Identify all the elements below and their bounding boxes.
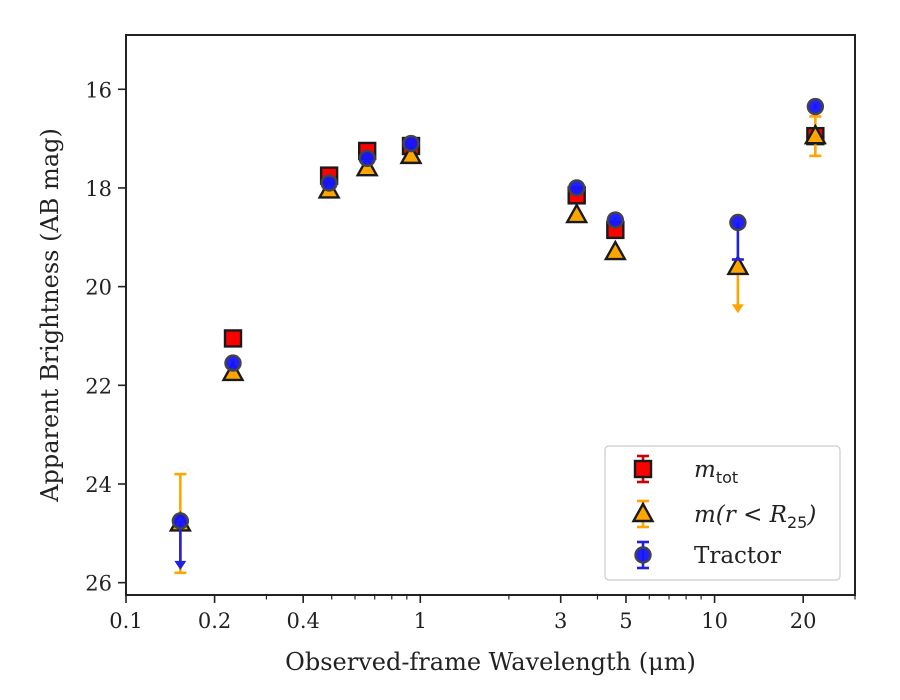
data-point — [224, 354, 242, 372]
legend-item-m-r-lt-r25: m(r < R25) — [631, 499, 816, 532]
legend-label-sub: 25 — [787, 513, 807, 532]
data-point — [565, 202, 589, 224]
x-tick-label: 10 — [701, 609, 728, 633]
legend-label-base: m — [694, 457, 716, 483]
y-tick-label: 24 — [85, 473, 112, 497]
y-tick-label: 18 — [85, 177, 112, 201]
x-tick-label: 1 — [414, 609, 427, 633]
x-tick-label: 0.4 — [286, 609, 319, 633]
legend-label: Tractor — [694, 543, 781, 569]
plot-frame — [125, 34, 856, 596]
legend-label-tail: ) — [806, 502, 816, 528]
legend-box — [604, 445, 841, 581]
axes: 0.1 0.2 0.4 1 3 5 10 20 16 18 20 22 24 26 — [85, 78, 856, 633]
y-tick-label: 16 — [85, 78, 112, 102]
data-point — [402, 134, 420, 153]
legend-label: mtot — [694, 457, 738, 487]
x-tick-label: 20 — [790, 609, 817, 633]
legend-label: m(r < R25) — [694, 502, 816, 532]
x-tick-label: 5 — [619, 609, 632, 633]
legend-marker — [634, 546, 652, 564]
data-point — [358, 149, 376, 168]
data-point — [606, 211, 625, 229]
upper-limit-arrowhead — [731, 304, 744, 314]
x-tick-label: 0.2 — [198, 609, 231, 633]
y-tick-label: 20 — [85, 276, 112, 300]
legend: mtot m(r < R25) Tractor — [604, 445, 841, 581]
data-point — [726, 254, 750, 276]
data-point — [320, 174, 338, 192]
x-tick-label: 0.1 — [109, 609, 142, 633]
data-point — [729, 213, 747, 232]
data-point — [399, 143, 423, 165]
data-point — [803, 123, 827, 145]
y-tick-label: 22 — [85, 374, 112, 398]
legend-item-tractor: Tractor — [634, 540, 781, 570]
y-tick-label: 26 — [85, 572, 112, 596]
data-point — [223, 329, 243, 348]
data-point — [171, 512, 190, 530]
x-axis-label: Observed-frame Wavelength (μm) — [285, 648, 696, 676]
legend-marker — [633, 459, 653, 479]
data-point — [568, 179, 586, 197]
data-point — [603, 239, 627, 261]
x-tick-label: 3 — [554, 609, 567, 633]
legend-item-m-tot: mtot — [633, 454, 738, 487]
y-axis-label: Apparent Brightness (AB mag) — [36, 128, 64, 503]
data-marks — [168, 97, 827, 575]
legend-marker — [631, 501, 655, 523]
series-tractor — [171, 97, 825, 570]
upper-limit-arrowhead — [174, 560, 187, 570]
legend-label-sub: tot — [716, 468, 738, 487]
legend-label-base: m(r < R — [694, 502, 787, 528]
data-point — [806, 97, 825, 116]
series-m-r-lt-r25 — [168, 115, 827, 575]
